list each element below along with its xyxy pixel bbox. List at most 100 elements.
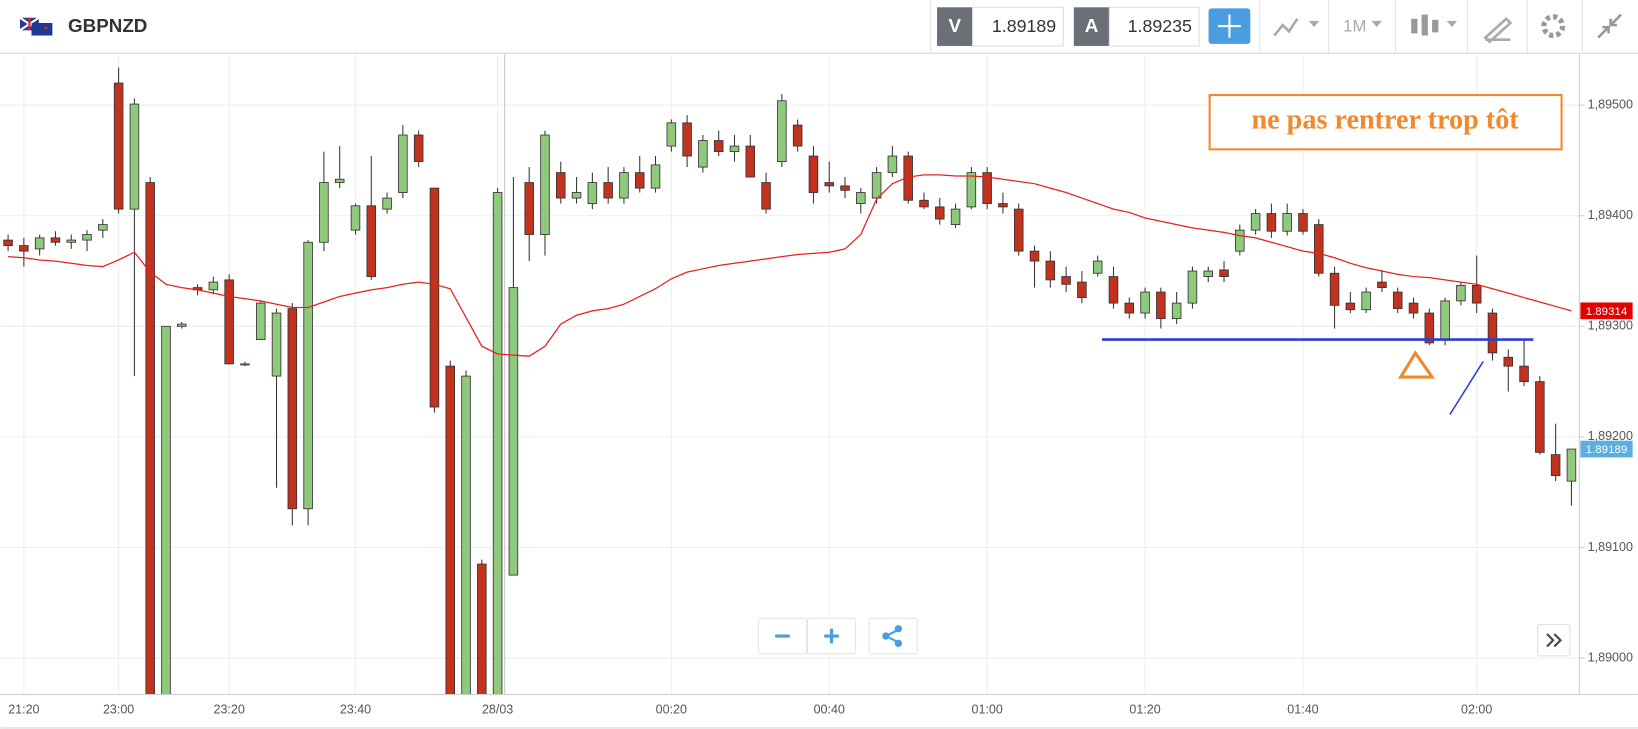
x-tick-label: 01:00 bbox=[971, 703, 1002, 717]
candle-body bbox=[161, 325, 171, 695]
candle-body bbox=[1187, 270, 1198, 304]
flag-star bbox=[44, 26, 48, 30]
candle-body bbox=[398, 134, 408, 193]
candle-body bbox=[1203, 270, 1213, 277]
candle-body bbox=[556, 172, 566, 199]
user-drawings: ne pas rentrer trop tôt bbox=[1102, 93, 1563, 416]
candle-body bbox=[1424, 312, 1435, 344]
x-tick-label: 01:20 bbox=[1129, 703, 1160, 717]
candle-body bbox=[871, 172, 882, 199]
candle-body bbox=[587, 182, 598, 205]
candle-body bbox=[1156, 291, 1166, 319]
candle-body bbox=[429, 187, 440, 408]
candle-body bbox=[271, 312, 282, 377]
price-marker-label: 1.89314 bbox=[1586, 306, 1628, 318]
flag bbox=[19, 16, 53, 36]
candle-body bbox=[366, 205, 377, 277]
axes: 1,89500 1,89400 1,89300 1,89200 1,89100 1,890… bbox=[0, 54, 1638, 729]
candle-body bbox=[1471, 284, 1482, 304]
candle-body bbox=[666, 122, 677, 147]
trend-line bbox=[1449, 360, 1484, 416]
candle-body bbox=[477, 563, 487, 695]
collapse-button[interactable] bbox=[1597, 13, 1623, 39]
candle-button[interactable] bbox=[1411, 14, 1458, 36]
candle-icon bbox=[1411, 18, 1418, 34]
settings-button[interactable] bbox=[1541, 14, 1566, 39]
candle-body bbox=[98, 224, 108, 231]
candle-body bbox=[1329, 272, 1340, 306]
candle-body bbox=[1140, 291, 1150, 314]
candle-body bbox=[350, 205, 361, 231]
candle-body bbox=[492, 192, 503, 695]
ask-price: 1.89235 bbox=[1128, 16, 1192, 36]
share-dot bbox=[894, 625, 903, 633]
candle-body bbox=[240, 363, 250, 366]
x-tick-label: 00:40 bbox=[814, 703, 845, 717]
candle-body bbox=[1061, 276, 1071, 285]
x-tick-label: 21:20 bbox=[8, 703, 39, 717]
plot-area bbox=[3, 67, 1577, 695]
ask-label: A bbox=[1085, 15, 1099, 36]
candle-icon bbox=[1432, 19, 1439, 33]
candle-body bbox=[1029, 250, 1040, 262]
candle-body bbox=[982, 172, 992, 205]
draw-button[interactable] bbox=[1483, 17, 1513, 44]
ask-button[interactable] bbox=[1073, 7, 1110, 46]
bid-button[interactable] bbox=[937, 7, 973, 46]
x-tick-label: 28/03 bbox=[482, 703, 513, 717]
candle-body bbox=[1298, 213, 1308, 232]
candle-body bbox=[1377, 281, 1387, 289]
toolbar-bg bbox=[0, 0, 1638, 54]
candle-body bbox=[603, 182, 613, 199]
candle-body bbox=[761, 182, 771, 210]
x-tick-label: 23:00 bbox=[103, 703, 134, 717]
price-marker bbox=[1580, 440, 1633, 458]
candle-body bbox=[998, 203, 1008, 208]
candle-body bbox=[177, 323, 187, 327]
candle-body bbox=[66, 239, 77, 243]
candle-body bbox=[1045, 260, 1056, 281]
x-tick-label: 02:00 bbox=[1461, 703, 1492, 717]
flag-nz bbox=[31, 22, 53, 36]
chart-type-button[interactable] bbox=[1273, 18, 1320, 37]
candle-body bbox=[682, 122, 692, 157]
crosshair-icon bbox=[1217, 14, 1241, 38]
candle-body bbox=[82, 234, 92, 241]
candle-body bbox=[113, 82, 124, 210]
y-tick-label: 1,89000 bbox=[1588, 650, 1633, 664]
candle-body bbox=[1566, 448, 1577, 482]
candle-body bbox=[1219, 269, 1229, 277]
y-tick-label: 1,89400 bbox=[1588, 208, 1633, 222]
moving-average bbox=[8, 174, 1572, 357]
candle-body bbox=[445, 365, 455, 695]
share-button[interactable] bbox=[868, 617, 918, 655]
candle-body bbox=[824, 182, 834, 187]
candle-body bbox=[856, 192, 866, 205]
y-tick-label: 1,89200 bbox=[1588, 429, 1633, 443]
scroll-end-icon bbox=[1546, 633, 1563, 648]
zoom-controls bbox=[757, 617, 1571, 657]
y-tick-label: 1,89300 bbox=[1588, 319, 1633, 333]
candle-body bbox=[19, 245, 29, 252]
dropdown-arrow bbox=[1308, 20, 1320, 28]
y-tick-label: 1,89500 bbox=[1588, 97, 1633, 111]
candle-body bbox=[1171, 302, 1182, 319]
candle-body bbox=[224, 279, 234, 365]
candle-body bbox=[887, 155, 898, 174]
annotation-box bbox=[1208, 93, 1563, 151]
candle-body bbox=[1314, 224, 1324, 274]
plus-icon bbox=[824, 628, 839, 644]
timeframe: 1M bbox=[1343, 17, 1366, 36]
candle-body bbox=[129, 103, 140, 210]
candle-body bbox=[1108, 276, 1119, 304]
candle-body bbox=[413, 134, 424, 162]
candle-body bbox=[1503, 356, 1514, 367]
candle-body bbox=[1392, 291, 1403, 310]
bid-box bbox=[972, 6, 1064, 47]
candle-body bbox=[935, 206, 945, 220]
timeframe-button[interactable]: 1M bbox=[1343, 17, 1382, 36]
x-tick-label: 01:40 bbox=[1287, 703, 1318, 717]
candle-body bbox=[1282, 213, 1292, 232]
